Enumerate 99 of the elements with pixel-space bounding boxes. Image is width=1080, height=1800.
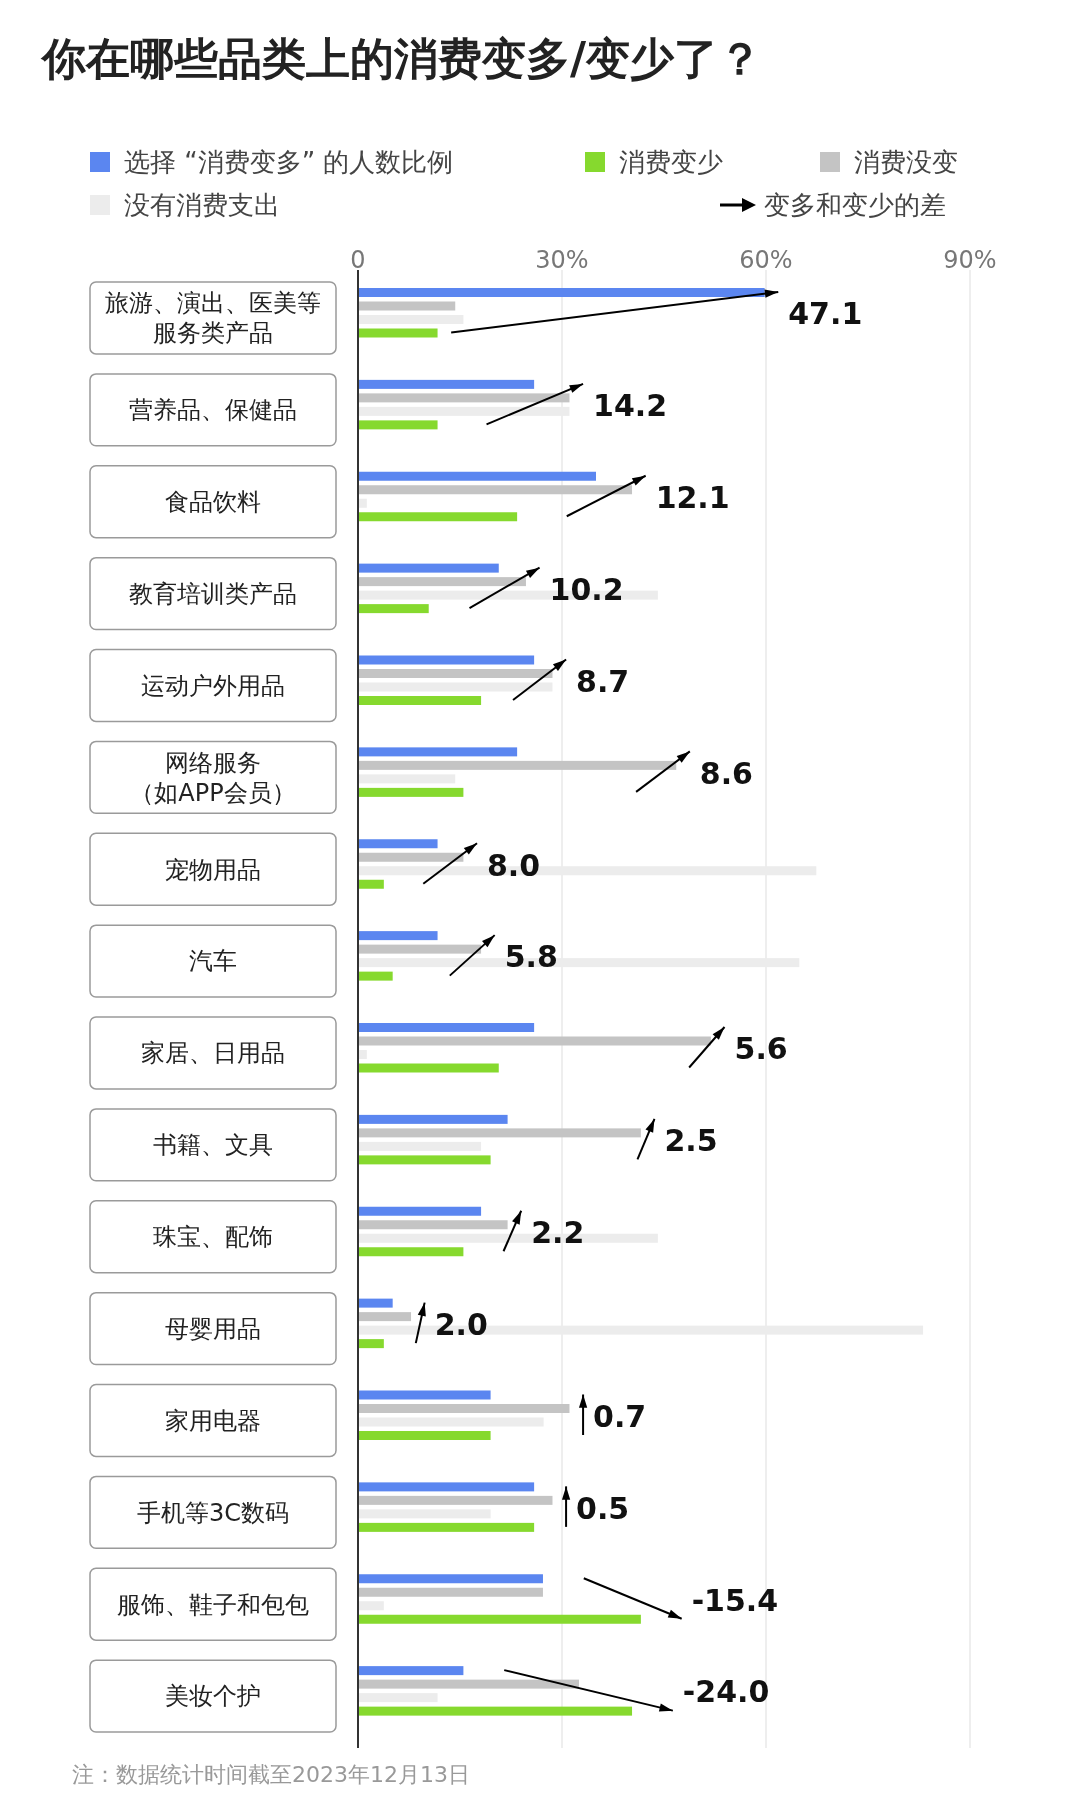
bar <box>358 1247 464 1257</box>
bar <box>358 1679 579 1689</box>
x-tick-label: 90% <box>943 246 997 274</box>
x-tick-label: 60% <box>739 246 793 274</box>
annotation: 8.0 <box>487 847 541 883</box>
bar <box>358 1693 438 1703</box>
bar <box>358 931 438 941</box>
x-tick-label: 0 <box>350 246 366 274</box>
y-tick-label: 食品饮料 <box>165 488 261 517</box>
bar <box>358 1339 384 1349</box>
bar <box>358 839 438 849</box>
annotation: 8.7 <box>576 663 630 699</box>
bar <box>358 1614 641 1624</box>
bar <box>358 944 482 954</box>
y-tick-label: 教育培训类产品 <box>129 579 297 608</box>
bar <box>358 1036 711 1046</box>
bar <box>358 1482 535 1492</box>
bar <box>358 1128 641 1138</box>
y-tick-label: 母婴用品 <box>165 1314 261 1343</box>
bar <box>358 1601 384 1611</box>
bar <box>358 1114 508 1124</box>
annotation: 2.0 <box>434 1306 488 1342</box>
annotation: 0.5 <box>576 1490 630 1526</box>
bar <box>358 1050 367 1059</box>
y-tick-label: 宠物用品 <box>165 855 261 884</box>
bar <box>358 669 553 678</box>
annotation: -15.4 <box>691 1582 779 1618</box>
bar <box>358 301 456 311</box>
bar <box>358 1390 491 1400</box>
annotation: 14.2 <box>593 388 668 424</box>
annotation: 10.2 <box>549 571 624 607</box>
bar <box>358 655 535 665</box>
annotation: -24.0 <box>682 1674 770 1710</box>
bar <box>358 1417 544 1427</box>
bar <box>358 420 438 430</box>
bar <box>358 1587 543 1597</box>
bar <box>358 1063 499 1073</box>
y-tick-label: 美妆个护 <box>165 1682 261 1711</box>
x-tick-label: 30% <box>535 246 589 274</box>
y-tick-label: 书籍、文具 <box>153 1131 273 1160</box>
y-tick-label: 手机等3C数码 <box>136 1498 290 1527</box>
y-tick-label: 珠宝、配饰 <box>153 1223 273 1252</box>
title: 你在哪些品类上的消费变多/变少了？ <box>42 33 763 84</box>
legend-label: 没有消费支出 <box>124 190 280 220</box>
text: 注：数据统计时间截至2023年12月13日 <box>72 1762 470 1787</box>
bar <box>358 682 553 692</box>
bar <box>358 471 596 481</box>
bar <box>358 393 570 403</box>
y-tick-label: 服饰、鞋子和包包 <box>117 1590 309 1619</box>
legend-label: 消费变少 <box>619 147 723 177</box>
bar <box>358 1574 543 1584</box>
bar <box>358 315 464 324</box>
bar <box>358 604 429 614</box>
legend-label: 消费没变 <box>854 147 958 177</box>
bar <box>358 1206 482 1216</box>
text: 变多和变少的差 <box>764 190 946 220</box>
bar <box>358 1220 508 1230</box>
bar <box>358 577 526 587</box>
annotation: 5.8 <box>504 939 558 975</box>
bar <box>358 879 384 889</box>
annotation: 0.7 <box>593 1398 647 1434</box>
bar <box>358 774 456 784</box>
bar <box>358 485 633 495</box>
bar <box>358 1141 482 1151</box>
bar <box>358 971 393 981</box>
y-tick-label: 网络服务（如APP会员） <box>130 748 296 807</box>
bar <box>358 1522 535 1532</box>
bar <box>358 498 367 508</box>
bar <box>358 1706 633 1716</box>
bar <box>358 1023 535 1032</box>
y-tick-label: 营养品、保健品 <box>129 396 297 425</box>
y-tick-label: 家用电器 <box>165 1406 261 1435</box>
bar <box>358 696 482 705</box>
bar <box>358 1155 491 1165</box>
bar <box>358 1431 491 1440</box>
annotation: 2.2 <box>531 1215 585 1250</box>
annotation: 12.1 <box>655 480 730 515</box>
bar <box>358 1298 393 1308</box>
bar <box>358 760 677 770</box>
bar <box>358 747 518 757</box>
bar <box>358 1666 464 1676</box>
y-tick-label: 运动户外用品 <box>141 671 285 700</box>
bar <box>358 1312 412 1322</box>
y-tick-label: 旅游、演出、医美等服务类产品 <box>105 289 321 348</box>
bar <box>358 787 464 797</box>
bar <box>358 328 438 338</box>
bar <box>358 563 499 573</box>
bar <box>358 1495 553 1505</box>
bar <box>358 1404 570 1413</box>
annotation: 5.6 <box>734 1031 788 1067</box>
annotation: 2.5 <box>664 1123 718 1159</box>
bar <box>358 852 464 862</box>
y-tick-label: 汽车 <box>189 947 237 976</box>
y-tick-label: 家居、日用品 <box>141 1039 285 1068</box>
annotation: 47.1 <box>788 296 863 332</box>
bar <box>358 512 518 522</box>
annotation: 8.6 <box>699 755 753 791</box>
bar <box>358 1509 491 1519</box>
bar <box>358 379 535 389</box>
